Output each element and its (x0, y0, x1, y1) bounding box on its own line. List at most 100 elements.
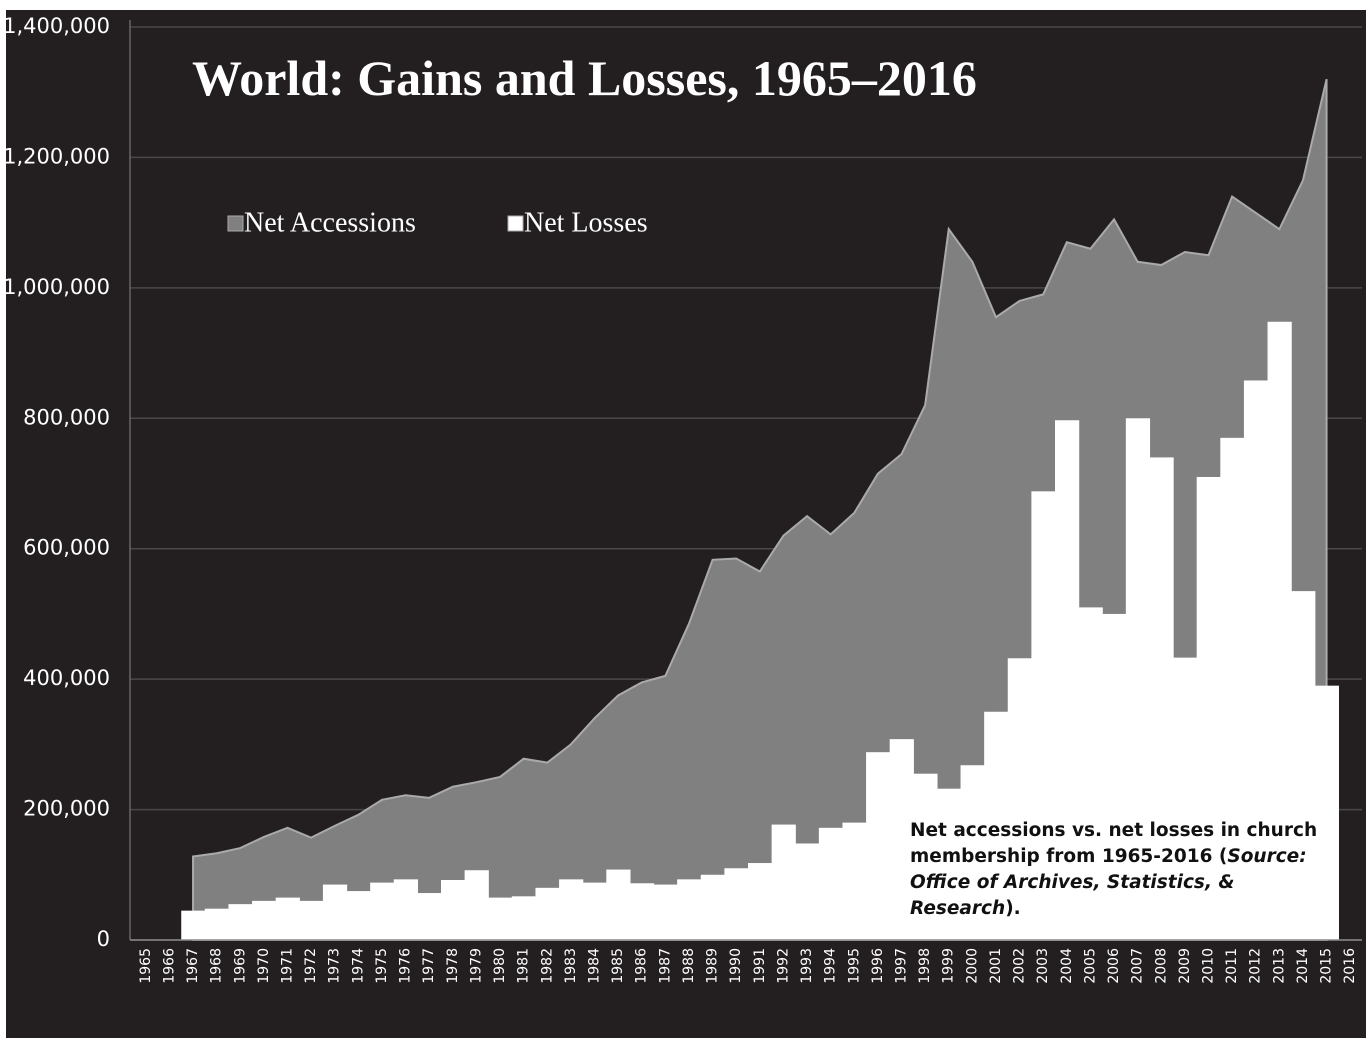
x-tick-label: 1999 (941, 948, 957, 984)
loss-step (771, 824, 796, 940)
loss-step (181, 910, 206, 940)
y-tick-label: 200,000 (23, 797, 110, 821)
annotation: Net accessions vs. net losses in church … (910, 818, 1340, 922)
loss-step (748, 863, 773, 940)
legend-swatch (227, 215, 244, 232)
legend-swatch (507, 215, 524, 232)
loss-step (370, 882, 395, 940)
loss-step (441, 880, 466, 940)
x-tick-label: 1997 (894, 948, 910, 984)
x-tick-label: 1995 (846, 948, 862, 984)
x-tick-label: 2008 (1153, 948, 1169, 984)
x-tick-label: 2015 (1319, 948, 1335, 984)
x-tick-label: 1967 (185, 948, 201, 984)
x-tick-label: 1968 (209, 948, 225, 984)
x-tick-label: 2006 (1106, 948, 1122, 984)
loss-step (913, 773, 938, 940)
loss-step (559, 879, 584, 940)
x-tick-label: 1996 (870, 948, 886, 984)
x-tick-label: 1990 (728, 948, 744, 984)
x-tick-label: 1994 (823, 948, 839, 984)
x-tick-label: 1980 (492, 948, 508, 984)
loss-step (1173, 657, 1198, 940)
annotation-text: Net accessions vs. net losses in church … (910, 820, 1318, 867)
loss-step (724, 868, 749, 940)
loss-step (1007, 658, 1032, 940)
x-tick-label: 1972 (303, 948, 319, 984)
x-tick-label: 1970 (256, 948, 272, 984)
x-tick-label: 2004 (1059, 948, 1075, 984)
loss-step (1196, 476, 1221, 940)
annotation-end: ). (1005, 898, 1021, 919)
loss-step (795, 843, 820, 940)
x-tick-label: 2005 (1082, 948, 1098, 984)
loss-step (629, 883, 655, 940)
x-tick-label: 1993 (799, 948, 815, 984)
y-tick-label: 400,000 (23, 666, 110, 690)
loss-step (488, 897, 513, 940)
x-tick-label: 1974 (350, 948, 366, 984)
x-tick-label: 2002 (1012, 948, 1028, 984)
loss-step (346, 891, 371, 940)
loss-step (417, 893, 442, 940)
y-tick-label: 600,000 (23, 536, 110, 560)
x-tick-label: 1981 (516, 948, 532, 984)
x-tick-label: 1983 (563, 948, 579, 984)
y-tick-label: 1,000,000 (3, 275, 110, 299)
x-tick-label: 1982 (539, 948, 555, 984)
y-tick-label: 1,200,000 (3, 144, 110, 168)
x-tick-label: 2016 (1342, 948, 1358, 984)
x-tick-label: 2012 (1248, 948, 1264, 984)
loss-step (1125, 418, 1151, 940)
x-tick-label: 1971 (280, 948, 296, 984)
x-tick-label: 1991 (752, 948, 768, 984)
loss-step (606, 869, 631, 940)
y-tick-label: 0 (97, 927, 110, 951)
x-tick-label: 2000 (964, 948, 980, 984)
loss-step (464, 870, 489, 940)
loss-step (1031, 491, 1056, 940)
loss-step (393, 879, 418, 940)
y-tick-label: 800,000 (23, 405, 110, 429)
loss-step (1267, 321, 1292, 941)
loss-step (866, 752, 891, 940)
loss-step (653, 884, 678, 940)
loss-step (1055, 420, 1080, 940)
x-tick-label: 1987 (657, 948, 673, 984)
x-tick-label: 1998 (917, 948, 933, 984)
loss-step (1149, 457, 1174, 940)
loss-step (1243, 380, 1269, 940)
loss-step (700, 874, 725, 940)
loss-step (511, 896, 537, 940)
x-tick-label: 1976 (398, 948, 414, 984)
x-tick-label: 2013 (1271, 948, 1287, 984)
loss-step (936, 788, 962, 940)
annotation-source: Source: Office of Archives, Statistics, … (910, 846, 1307, 919)
loss-step (960, 765, 985, 940)
loss-step (252, 900, 277, 940)
x-tick-label: 1977 (421, 948, 437, 984)
x-tick-label: 1966 (161, 948, 177, 984)
x-tick-label: 1969 (232, 948, 248, 984)
loss-step (1291, 591, 1316, 940)
x-tick-label: 2014 (1295, 948, 1311, 984)
loss-step (889, 739, 914, 940)
x-tick-label: 1979 (468, 948, 484, 984)
loss-step (677, 879, 702, 940)
loss-step (582, 882, 607, 940)
loss-step (984, 711, 1009, 940)
loss-step (1220, 437, 1245, 940)
loss-step (204, 908, 230, 940)
loss-step (299, 900, 324, 940)
loss-step (1102, 613, 1127, 940)
x-tick-label: 1988 (681, 948, 697, 984)
loss-step (842, 822, 867, 940)
y-tick-label: 1,400,000 (3, 14, 110, 38)
x-tick-label: 1984 (587, 948, 603, 984)
x-tick-label: 2010 (1201, 948, 1217, 984)
x-tick-label: 1986 (634, 948, 650, 984)
x-tick-label: 1978 (445, 948, 461, 984)
